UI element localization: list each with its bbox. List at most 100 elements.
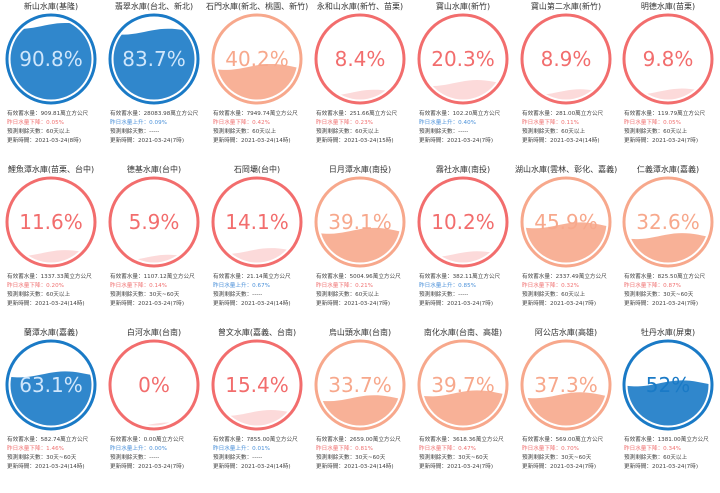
water-level-gauge: 37.3% — [520, 339, 612, 431]
percent-label: 33.7% — [328, 373, 392, 397]
updated-label: 更新時間： — [419, 464, 447, 470]
capacity-label: 有效蓄水量： — [522, 274, 556, 280]
reservoir-card[interactable]: 寶山水庫(新竹) 20.3% 有效蓄水量：102.20萬立方公尺 昨日水量上升：0.4… — [412, 0, 514, 163]
change-line: 昨日水量下降：0.05% — [7, 119, 102, 128]
reservoir-info: 有效蓄水量：382.11萬立方公尺 昨日水量上升：0.85% 預測剩餘天數：----… — [419, 273, 514, 309]
reservoir-card[interactable]: 石門水庫(新北、桃園、新竹) 40.2% 有效蓄水量：7949.74萬立方公尺 昨日水… — [206, 0, 308, 163]
water-level-gauge: 63.1% — [5, 339, 97, 431]
capacity-unit: 萬立方公尺 — [575, 437, 604, 443]
updated-line: 更新時間：2021-03-24(7時) — [522, 300, 617, 309]
capacity-value: 582.74 — [40, 437, 61, 443]
updated-value: 2021-03-24(7時) — [343, 301, 391, 307]
reservoir-name: 牡丹水庫(屏東) — [640, 328, 696, 337]
change-line: 昨日水量下降：0.70% — [522, 445, 617, 454]
updated-value: 2021-03-24(14時) — [549, 138, 600, 144]
updated-value: 2021-03-24(7時) — [137, 464, 185, 470]
updated-value: 2021-03-24(7時) — [446, 464, 494, 470]
reservoir-card[interactable]: 蘭潭水庫(嘉義) 63.1% 有效蓄水量：582.74萬立方公尺 昨日水量下降：1.4… — [0, 326, 102, 489]
reservoir-card[interactable]: 新山水庫(基隆) 90.8% 有效蓄水量：909.81萬立方公尺 昨日水量下降：0.0… — [0, 0, 102, 163]
reservoir-card[interactable]: 白河水庫(台南) 0% 有效蓄水量：0.00萬立方公尺 昨日水量上升：0.00% 預測剩… — [103, 326, 205, 489]
capacity-unit: 萬立方公尺 — [472, 274, 501, 280]
days-label: 預測剩餘天數： — [7, 455, 47, 461]
reservoir-card[interactable]: 曾文水庫(嘉義、台南) 15.4% 有效蓄水量：7855.00萬立方公尺 昨日水量上升… — [206, 326, 308, 489]
reservoir-card[interactable]: 翡翠水庫(台北、新北) 83.7% 有效蓄水量：28083.98萬立方公尺 昨日水量上… — [103, 0, 205, 163]
updated-value: 2021-03-24(14時) — [34, 464, 85, 470]
percent-label: 90.8% — [19, 47, 83, 71]
reservoir-card[interactable]: 南化水庫(台南、高雄) 39.7% 有效蓄水量：3618.36萬立方公尺 昨日水量下降… — [412, 326, 514, 489]
capacity-value: 5004.96 — [349, 274, 373, 280]
capacity-value: 21.14 — [246, 274, 263, 280]
updated-label: 更新時間： — [522, 464, 550, 470]
water-level-gauge: 45.9% — [520, 176, 612, 268]
capacity-label: 有效蓄水量： — [110, 437, 144, 443]
change-label: 昨日水量下降： — [316, 120, 356, 126]
reservoir-info: 有效蓄水量：7855.00萬立方公尺 昨日水量上升：0.01% 預測剩餘天數：---… — [213, 436, 308, 472]
change-value: 0.00% — [149, 446, 167, 452]
change-value: 0.47% — [458, 446, 476, 452]
updated-line: 更新時間：2021-03-24(7時) — [316, 300, 411, 309]
capacity-label: 有效蓄水量： — [316, 437, 350, 443]
reservoir-card[interactable]: 明德水庫(苗栗) 9.8% 有效蓄水量：119.79萬立方公尺 昨日水量下降：0.05… — [617, 0, 719, 163]
reservoir-info: 有效蓄水量：1337.33萬立方公尺 昨日水量下降：0.20% 預測剩餘天數：60天… — [7, 273, 102, 309]
water-level-gauge: 9.8% — [622, 13, 714, 105]
days-line: 預測剩餘天數：----- — [213, 291, 308, 300]
reservoir-card[interactable]: 烏山頭水庫(台南) 33.7% 有效蓄水量：2659.00萬立方公尺 昨日水量下降：0… — [309, 326, 411, 489]
percent-label: 20.3% — [431, 47, 495, 71]
capacity-unit: 萬立方公尺 — [269, 111, 298, 117]
reservoir-card[interactable]: 石岡壩(台中) 14.1% 有效蓄水量：21.14萬立方公尺 昨日水量上升：0.67%… — [206, 163, 308, 326]
water-level-gauge: 10.2% — [417, 176, 509, 268]
updated-label: 更新時間： — [7, 464, 35, 470]
days-value: 60天以上 — [663, 455, 688, 461]
water-level-gauge: 5.9% — [108, 176, 200, 268]
reservoir-name: 蘭潭水庫(嘉義) — [23, 328, 79, 337]
updated-line: 更新時間：2021-03-24(14時) — [213, 137, 308, 146]
updated-label: 更新時間： — [624, 464, 652, 470]
capacity-line: 有效蓄水量：102.20萬立方公尺 — [419, 110, 514, 119]
capacity-label: 有效蓄水量： — [316, 111, 350, 117]
reservoir-info: 有效蓄水量：825.50萬立方公尺 昨日水量下降：0.87% 預測剩餘天數：30天~… — [624, 273, 719, 309]
reservoir-name: 阿公店水庫(高雄) — [534, 328, 598, 337]
days-line: 預測剩餘天數：60天以上 — [522, 291, 617, 300]
water-level-gauge: 32.6% — [622, 176, 714, 268]
capacity-value: 7855.00 — [246, 437, 270, 443]
reservoir-card[interactable]: 寶山第二水庫(新竹) 8.9% 有效蓄水量：281.00萬立方公尺 昨日水量下降：0.… — [515, 0, 617, 163]
days-line: 預測剩餘天數：----- — [110, 128, 205, 137]
days-line: 預測剩餘天數：30天~60天 — [419, 454, 514, 463]
capacity-line: 有效蓄水量：3618.36萬立方公尺 — [419, 436, 514, 445]
days-value: 30天~60天 — [561, 455, 592, 461]
days-label: 預測剩餘天數： — [7, 292, 47, 298]
capacity-label: 有效蓄水量： — [110, 111, 144, 117]
change-value: 0.05% — [663, 120, 681, 126]
capacity-value: 825.50 — [657, 274, 678, 280]
reservoir-card[interactable]: 阿公店水庫(高雄) 37.3% 有效蓄水量：569.00萬立方公尺 昨日水量下降：0.… — [515, 326, 617, 489]
gauge-ring — [622, 13, 714, 105]
reservoir-info: 有效蓄水量：1107.12萬立方公尺 昨日水量下降：0.14% 預測剩餘天數：30天… — [110, 273, 205, 309]
reservoir-name: 日月潭水庫(南投) — [328, 165, 392, 174]
reservoir-card[interactable]: 永和山水庫(新竹、苗栗) 8.4% 有效蓄水量：251.66萬立方公尺 昨日水量下降：… — [309, 0, 411, 163]
days-label: 預測剩餘天數： — [110, 455, 150, 461]
change-value: 0.05% — [46, 120, 64, 126]
capacity-value: 569.00 — [555, 437, 576, 443]
change-label: 昨日水量上升： — [110, 446, 150, 452]
reservoir-info: 有效蓄水量：0.00萬立方公尺 昨日水量上升：0.00% 預測剩餘天數：----- 更… — [110, 436, 205, 472]
reservoir-name: 湖山水庫(雲林、彰化、嘉義) — [515, 165, 617, 174]
reservoir-info: 有效蓄水量：251.66萬立方公尺 昨日水量下降：0.23% 預測剩餘天數：60天以… — [316, 110, 411, 146]
water-fill — [10, 250, 92, 263]
reservoir-card[interactable]: 湖山水庫(雲林、彰化、嘉義) 45.9% 有效蓄水量：2337.49萬立方公尺 昨日水… — [515, 163, 617, 326]
days-label: 預測剩餘天數： — [316, 455, 356, 461]
capacity-unit: 萬立方公尺 — [677, 274, 706, 280]
reservoir-name: 白河水庫(台南) — [126, 328, 182, 337]
capacity-value: 251.66 — [349, 111, 370, 117]
reservoir-card[interactable]: 日月潭水庫(南投) 39.1% 有效蓄水量：5004.96萬立方公尺 昨日水量下降：0… — [309, 163, 411, 326]
change-line: 昨日水量下降：0.42% — [213, 119, 308, 128]
days-line: 預測剩餘天數：30天~60天 — [624, 291, 719, 300]
reservoir-card[interactable]: 霧社水庫(南投) 10.2% 有效蓄水量：382.11萬立方公尺 昨日水量上升：0.8… — [412, 163, 514, 326]
updated-label: 更新時間： — [419, 301, 447, 307]
updated-value: 2021-03-24(7時) — [446, 138, 494, 144]
reservoir-card[interactable]: 牡丹水庫(屏東) 52% 有效蓄水量：1381.00萬立方公尺 昨日水量下降：0.34… — [617, 326, 719, 489]
reservoir-card[interactable]: 德基水庫(台中) 5.9% 有效蓄水量：1107.12萬立方公尺 昨日水量下降：0.1… — [103, 163, 205, 326]
reservoir-info: 有效蓄水量：3618.36萬立方公尺 昨日水量下降：0.47% 預測剩餘天數：30天… — [419, 436, 514, 472]
reservoir-card[interactable]: 鯉魚潭水庫(苗栗、台中) 11.6% 有效蓄水量：1337.33萬立方公尺 昨日水量下… — [0, 163, 102, 326]
reservoir-card[interactable]: 仁義潭水庫(嘉義) 32.6% 有效蓄水量：825.50萬立方公尺 昨日水量下降：0.… — [617, 163, 719, 326]
days-line: 預測剩餘天數：60天以上 — [624, 128, 719, 137]
